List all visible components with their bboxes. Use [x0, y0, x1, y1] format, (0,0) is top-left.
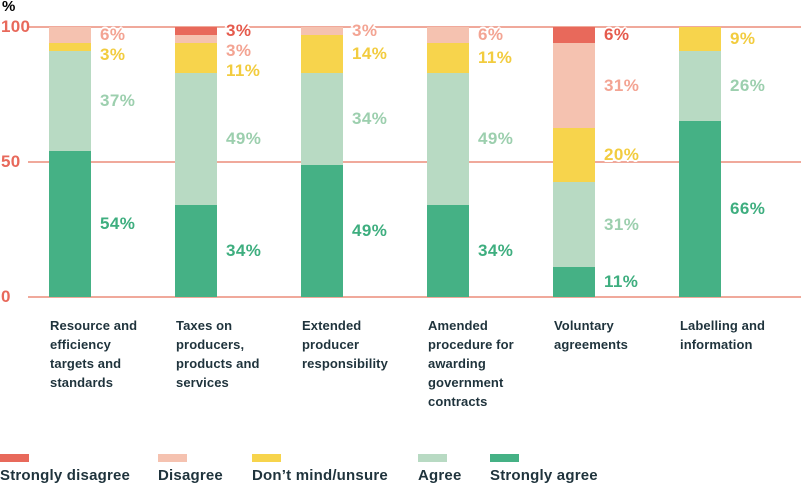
- value-label-don-t-mind-unsure: 14%: [352, 44, 388, 63]
- value-label-strongly-agree: 54%: [100, 214, 136, 234]
- gridline-50: [28, 161, 801, 163]
- value-label-agree: 31%: [604, 214, 640, 234]
- category-label: Taxes on producers, products and service…: [176, 318, 260, 390]
- bar-segment-strongly-agree: [49, 151, 91, 297]
- bar-segment-strongly-agree: [553, 267, 595, 297]
- value-label-agree: 26%: [730, 75, 766, 95]
- category-label: Amended procedure for awarding governmen…: [428, 318, 514, 409]
- bar-segment-strongly-disagree: [553, 27, 595, 44]
- value-label-strongly-agree: 34%: [226, 241, 262, 261]
- gridline-0: [28, 296, 801, 298]
- gridline-100: [28, 26, 801, 28]
- bar-segment-agree: [679, 51, 721, 121]
- legend-label-strongly-agree: Strongly agree: [490, 467, 598, 484]
- bar-segment-agree: [553, 182, 595, 267]
- value-label-strongly-disagree: 3%: [226, 21, 252, 41]
- legend-swatch-don-t-mind-unsure: [252, 454, 281, 462]
- value-label-don-t-mind-unsure: 11%: [226, 61, 261, 81]
- bar-segment-disagree: [553, 43, 595, 128]
- value-label-disagree: 3%: [226, 41, 252, 61]
- value-label-don-t-mind-unsure: 3%: [100, 45, 126, 65]
- value-label-agree: 49%: [226, 129, 262, 149]
- bar-segment-don-t-mind-unsure: [679, 27, 721, 52]
- bar-segment-disagree: [427, 27, 469, 44]
- value-label-disagree: 3%: [352, 21, 378, 41]
- bar-segment-disagree: [301, 27, 343, 36]
- category-label: Voluntary agreements: [554, 318, 628, 352]
- value-label-agree: 49%: [478, 129, 514, 149]
- y-tick-label-0: 0: [1, 287, 11, 306]
- legend-swatch-disagree: [158, 454, 187, 462]
- y-tick-label-50: 50: [1, 152, 21, 171]
- legend-label-don-t-mind-unsure: Don’t mind/unsure: [252, 467, 388, 484]
- value-label-strongly-agree: 66%: [730, 198, 766, 218]
- value-label-agree: 37%: [100, 91, 136, 111]
- legend-label-strongly-disagree: Strongly disagree: [0, 467, 131, 484]
- value-label-strongly-agree: 34%: [478, 241, 514, 261]
- value-label-strongly-disagree: 6%: [604, 25, 630, 45]
- bar-segment-agree: [49, 51, 91, 152]
- y-axis-unit-label: %: [2, 0, 16, 15]
- value-label-strongly-agree: 11%: [604, 272, 639, 291]
- bar-segment-strongly-agree: [175, 205, 217, 297]
- bar-segment-disagree: [49, 27, 91, 44]
- legend-label-agree: Agree: [418, 467, 462, 484]
- bar-segment-don-t-mind-unsure: [49, 43, 91, 52]
- bar-segment-strongly-agree: [427, 205, 469, 297]
- legend-swatch-strongly-disagree: [0, 454, 29, 462]
- value-label-agree: 34%: [352, 108, 388, 128]
- bar-segment-agree: [301, 72, 343, 165]
- bar-segment-agree: [175, 72, 217, 206]
- value-label-don-t-mind-unsure: 9%: [730, 29, 756, 49]
- category-label: Resource and efficiency targets and stan…: [50, 318, 138, 390]
- value-label-don-t-mind-unsure: 11%: [478, 48, 513, 68]
- category-label: Extended producer responsibility: [302, 318, 388, 371]
- value-label-don-t-mind-unsure: 20%: [604, 145, 640, 165]
- bar-segment-don-t-mind-unsure: [175, 43, 217, 73]
- bar-segment-strongly-agree: [679, 120, 721, 297]
- legend-swatch-strongly-agree: [490, 454, 519, 462]
- bar-segment-don-t-mind-unsure: [301, 35, 343, 73]
- value-label-disagree: 6%: [478, 25, 504, 45]
- value-label-strongly-agree: 49%: [352, 220, 388, 240]
- legend-label-disagree: Disagree: [158, 467, 223, 484]
- category-label: Labelling and information: [680, 318, 766, 352]
- bar-segment-disagree: [175, 35, 217, 44]
- bar-segment-don-t-mind-unsure: [553, 127, 595, 183]
- value-label-disagree: 31%: [604, 75, 640, 95]
- bar-segment-don-t-mind-unsure: [427, 43, 469, 73]
- value-label-disagree: 6%: [100, 25, 126, 45]
- bar-segment-agree: [427, 72, 469, 206]
- y-tick-label-100: 100: [1, 17, 31, 36]
- bar-segment-strongly-disagree: [175, 27, 217, 36]
- legend-swatch-agree: [418, 454, 447, 462]
- bar-segment-strongly-agree: [301, 164, 343, 297]
